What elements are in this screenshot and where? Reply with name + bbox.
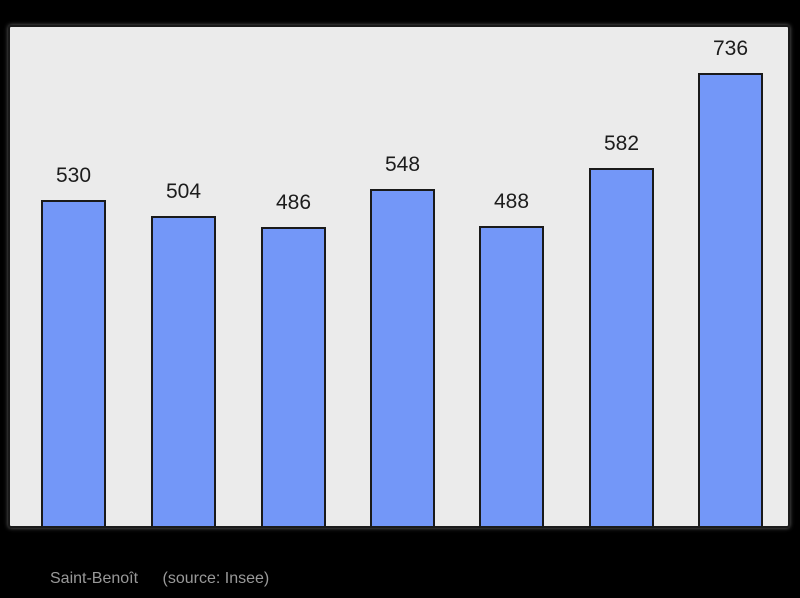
bar-value-label: 582 [603, 132, 640, 155]
bar [261, 227, 326, 526]
bar [370, 189, 435, 526]
bar-value-label: 504 [165, 180, 202, 203]
bar-value-label: 530 [55, 164, 92, 187]
caption-commune: Saint-Benoît [50, 570, 139, 587]
bar [151, 216, 216, 526]
bar-value-label: 488 [493, 190, 530, 213]
bar [698, 73, 763, 526]
bar [41, 200, 106, 526]
bar-group: 486 [261, 192, 326, 526]
bar-group: 548 [370, 154, 435, 526]
bar-value-label: 736 [712, 37, 749, 60]
bar [479, 226, 544, 526]
bar-group: 504 [151, 181, 216, 526]
plot-area: 530 504 486 548 488 582 736 [10, 27, 788, 526]
chart-frame: 530 504 486 548 488 582 736 [8, 25, 790, 528]
bar-group: 582 [589, 133, 654, 526]
bar-value-label: 486 [275, 191, 312, 214]
bar-group: 530 [41, 165, 106, 526]
bar-group: 488 [479, 191, 544, 526]
bar [589, 168, 654, 526]
bar-value-label: 548 [384, 153, 421, 176]
caption: Saint-Benoît (source: Insee) [50, 570, 269, 588]
bar-group: 736 [698, 38, 763, 526]
caption-source: (source: Insee) [162, 570, 270, 587]
